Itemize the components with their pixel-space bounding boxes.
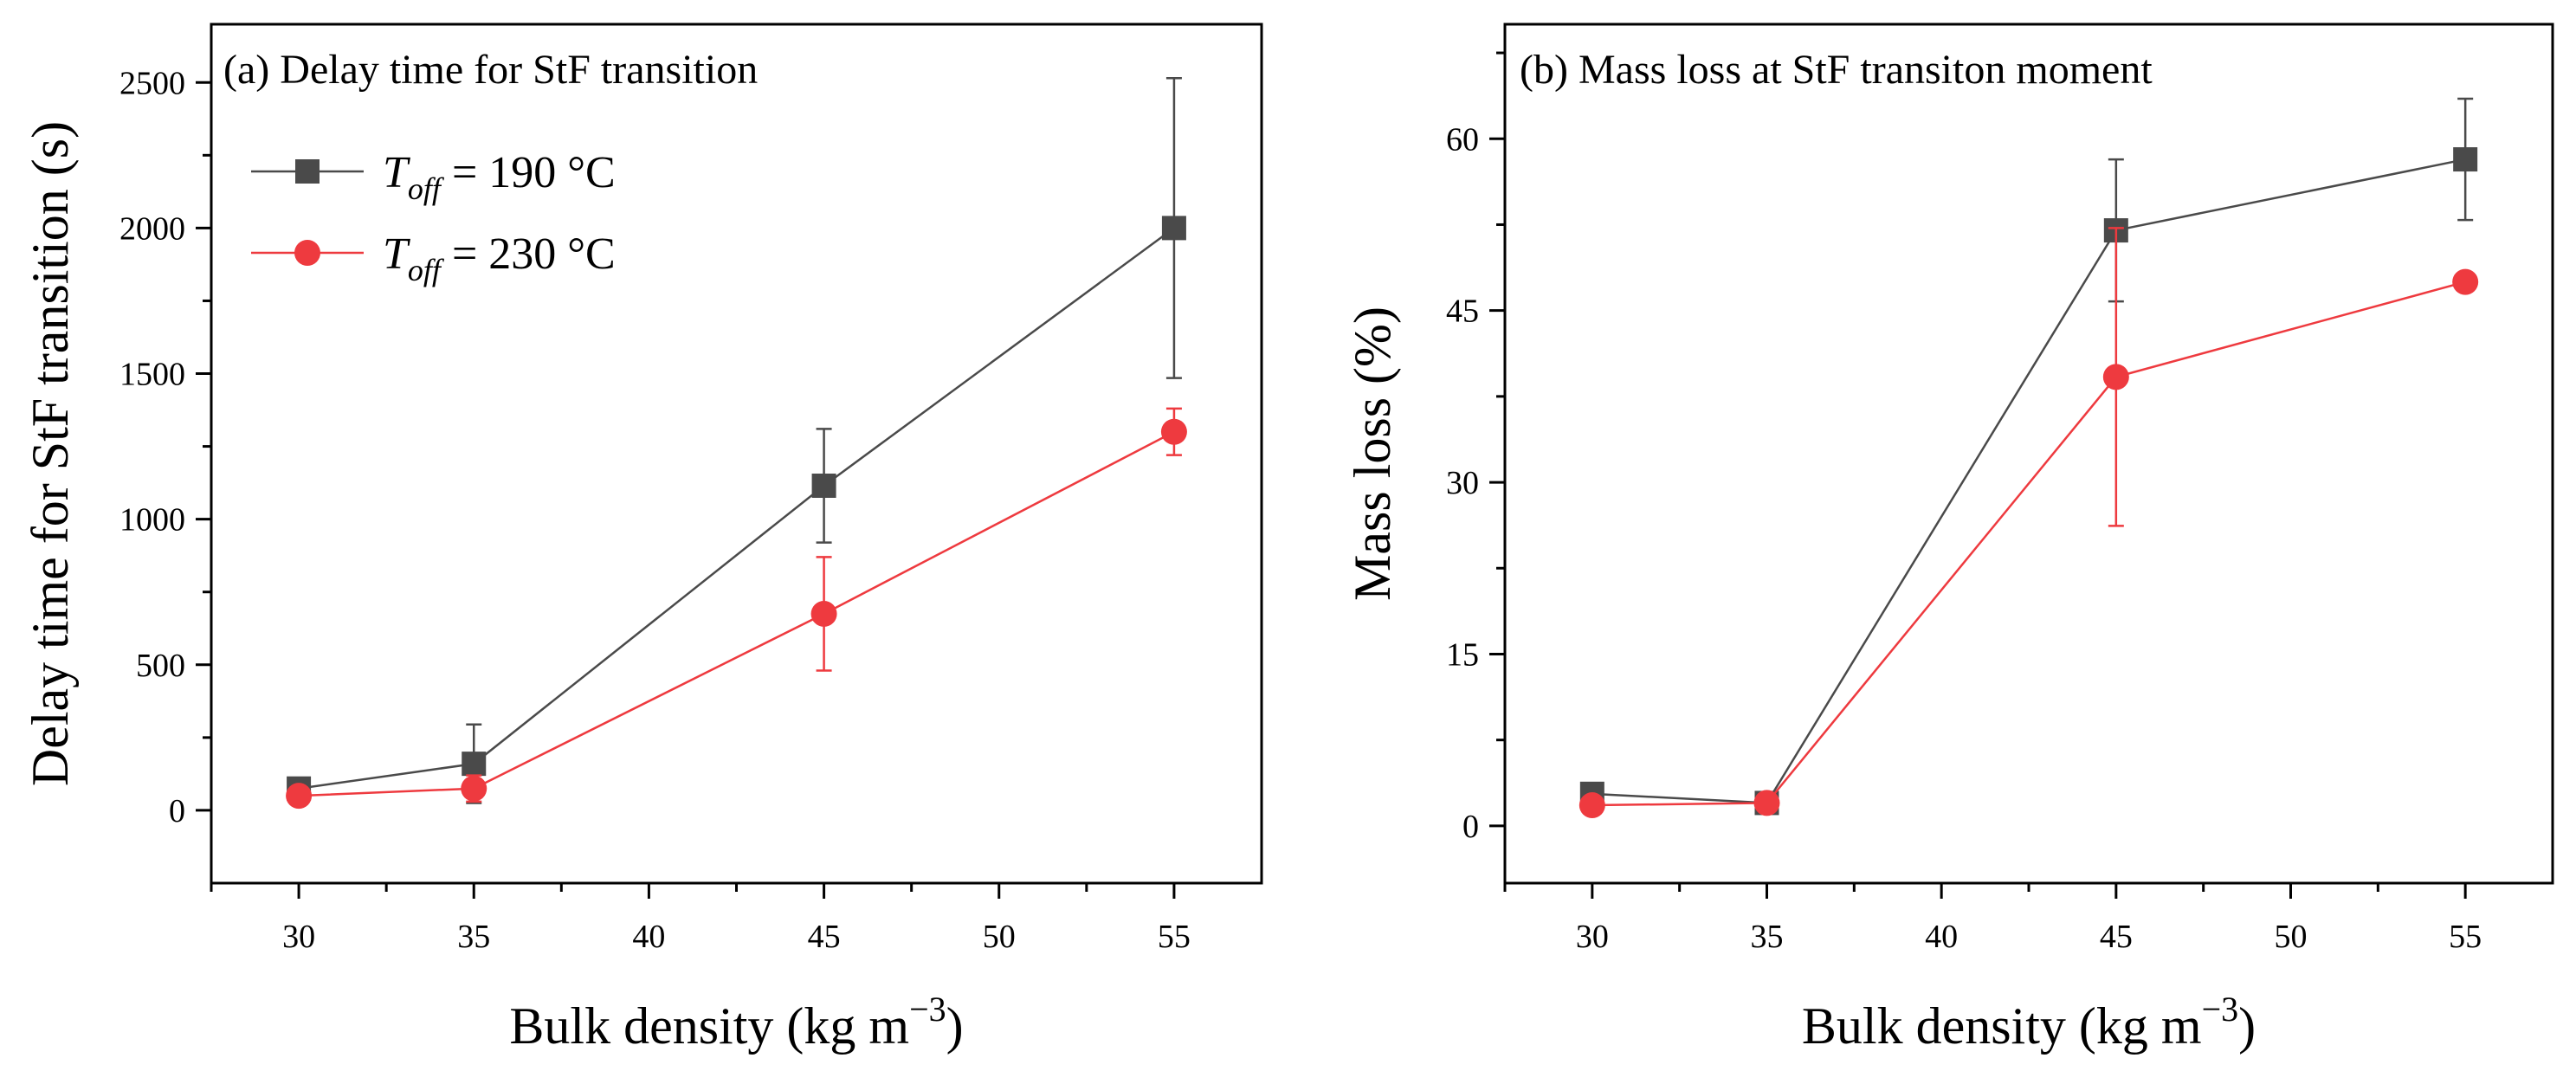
y-tick-label: 30 [1446, 465, 1479, 501]
data-point-circle [1579, 792, 1605, 819]
y-tick-label: 500 [136, 648, 185, 684]
legend-label-var: T [383, 148, 410, 197]
chart-title: (a) Delay time for StF transition [223, 47, 758, 93]
y-tick-label: 15 [1446, 636, 1479, 673]
y-tick-label: 0 [1462, 809, 1479, 845]
legend-marker-square [295, 159, 320, 184]
y-tick-label: 2000 [119, 210, 185, 247]
data-point-circle [810, 600, 837, 627]
plot-frame [1503, 23, 2554, 885]
x-tick-label: 45 [808, 919, 841, 955]
chart-title: (b) Mass loss at StF transiton moment [1520, 47, 2153, 93]
data-point-square [2453, 147, 2478, 172]
data-point-square [1161, 216, 1186, 241]
x-tick-label: 50 [2275, 919, 2308, 955]
data-point-circle [2102, 364, 2129, 390]
x-tick-label: 30 [282, 919, 315, 955]
x-axis-title-main: Bulk density (kg m [509, 997, 909, 1055]
legend-label-rest: = 230 °C [441, 229, 616, 279]
y-tick-label: 0 [169, 793, 185, 829]
data-point-square [811, 473, 836, 498]
panel-b-mass-loss-chart: 30 35 40 45 50 55 0 15 30 45 60 (b) Mass loss at St… [1344, 23, 2554, 1055]
data-point-circle [1753, 790, 1780, 816]
x-axis-title-main: Bulk density (kg m [1802, 997, 2202, 1055]
y-tick-label: 1500 [119, 357, 185, 393]
x-axis-title-sup: −3 [2202, 990, 2239, 1029]
data-point-circle [461, 775, 487, 802]
x-axis-title: Bulk density (kg m−3) [1802, 990, 2256, 1055]
panel-a-delay-time-chart: 30 35 40 45 50 55 0 500 1000 1500 2000 2500 (a) Dela… [22, 23, 1263, 1055]
x-tick-label: 55 [1158, 919, 1191, 955]
x-tick-label: 40 [632, 919, 665, 955]
x-tick-label: 30 [1576, 919, 1609, 955]
x-tick-label: 35 [1751, 919, 1784, 955]
y-tick-label: 45 [1446, 294, 1479, 330]
y-tick-label: 2500 [119, 65, 185, 101]
series-line-1 [299, 430, 1175, 797]
y-tick-label: 60 [1446, 121, 1479, 158]
y-axis-title: Delay time for StF transition (s) [22, 121, 79, 786]
x-axis-title-close: ) [946, 997, 964, 1055]
legend-label-var: T [383, 229, 410, 279]
x-tick-label: 35 [457, 919, 490, 955]
plot-frame [210, 23, 1263, 885]
x-axis-title: Bulk density (kg m−3) [509, 990, 963, 1055]
series-line-0 [1591, 158, 2466, 804]
legend-label-sub: off [408, 171, 445, 206]
legend-marker-circle [294, 240, 320, 266]
series-line-0 [298, 227, 1175, 790]
legend-label-sub: off [408, 253, 445, 287]
y-tick-label: 1000 [119, 502, 185, 539]
x-tick-label: 55 [2449, 919, 2482, 955]
data-point-square [462, 752, 487, 777]
data-point-circle [1160, 418, 1187, 445]
y-axis-title: Mass loss (%) [1344, 306, 1401, 601]
x-axis-title-sup: −3 [909, 990, 946, 1029]
x-tick-label: 40 [1925, 919, 1958, 955]
series-line-1 [1591, 281, 2466, 807]
data-point-circle [2452, 268, 2479, 295]
legend-label: Toff = 230 °C [383, 229, 616, 287]
x-axis-title-close: ) [2238, 997, 2256, 1055]
legend-label: Toff = 190 °C [383, 148, 616, 206]
x-tick-label: 45 [2100, 919, 2133, 955]
data-point-circle [286, 783, 313, 810]
legend-label-rest: = 190 °C [441, 148, 616, 197]
x-tick-label: 50 [983, 919, 1016, 955]
